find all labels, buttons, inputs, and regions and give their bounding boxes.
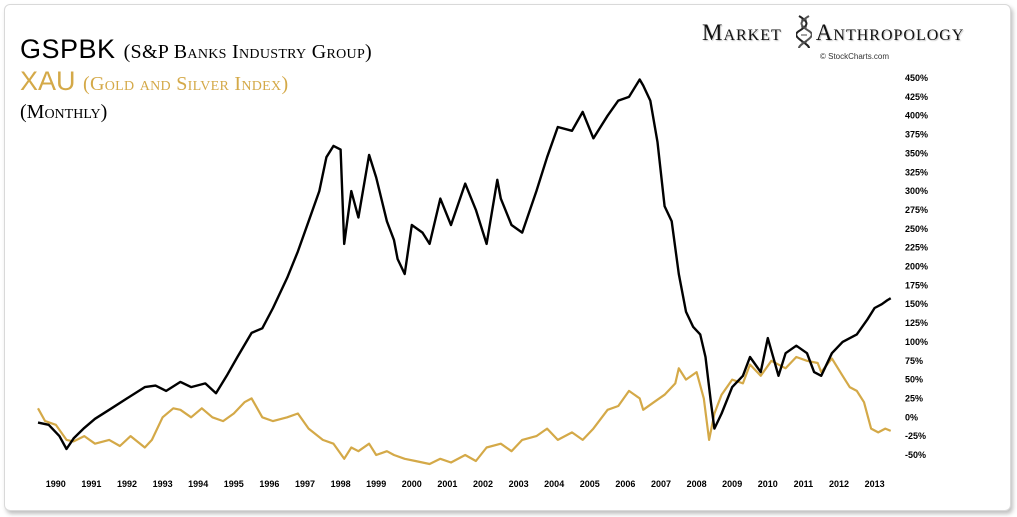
y-tick-label: 75% <box>905 356 923 366</box>
x-tick-label: 2001 <box>437 479 457 489</box>
y-tick-label: 275% <box>905 205 928 215</box>
x-tick-label: 2002 <box>473 479 493 489</box>
y-tick-label: 125% <box>905 318 928 328</box>
x-tick-label: 1991 <box>81 479 101 489</box>
x-tick-label: 1990 <box>46 479 66 489</box>
xau-title: XAU (Gold and Silver Index) <box>20 66 288 97</box>
x-tick-label: 1992 <box>117 479 137 489</box>
y-tick-label: 425% <box>905 92 928 102</box>
y-tick-label: 175% <box>905 280 928 290</box>
y-tick-label: 50% <box>905 375 923 385</box>
x-tick-label: 2003 <box>509 479 529 489</box>
y-tick-label: 0% <box>905 412 918 422</box>
x-tick-label: 1995 <box>224 479 244 489</box>
x-tick-label: 2009 <box>722 479 742 489</box>
x-tick-label: 1996 <box>259 479 279 489</box>
series-line-xau <box>37 355 892 466</box>
y-tick-label: 350% <box>905 148 928 158</box>
chart-frame <box>4 4 1011 511</box>
x-tick-label: 2013 <box>865 479 885 489</box>
gspbk-title-sub: (S&P Banks Industry Group) <box>123 41 372 63</box>
x-tick-label: 2006 <box>615 479 635 489</box>
xau-title-sub: (Gold and Silver Index) <box>83 73 289 95</box>
x-tick-label: 1998 <box>331 479 351 489</box>
gspbk-title-main: GSPBK <box>20 34 116 64</box>
dna-helix-icon <box>796 15 812 49</box>
brand-word-anthropology: Anthropology <box>815 20 965 45</box>
x-tick-label: 2004 <box>544 479 564 489</box>
x-tick-label: 1999 <box>366 479 386 489</box>
x-tick-label: 2011 <box>794 479 814 489</box>
y-tick-label: 25% <box>905 393 923 403</box>
x-tick-label: 2010 <box>758 479 778 489</box>
source-credit: © StockCharts.com <box>820 52 890 61</box>
y-tick-label: 300% <box>905 186 928 196</box>
x-tick-label: 2012 <box>829 479 849 489</box>
x-tick-label: 1993 <box>153 479 173 489</box>
x-tick-label: 1997 <box>295 479 315 489</box>
y-tick-label: 200% <box>905 262 928 272</box>
x-tick-label: 2008 <box>687 479 707 489</box>
y-tick-label: 150% <box>905 299 928 309</box>
gspbk-title: GSPBK (S&P Banks Industry Group) <box>20 34 372 65</box>
brand-word-market: Market <box>702 20 782 45</box>
brand-logo: Market Anthropology <box>702 20 964 46</box>
x-tick-label: 1994 <box>188 479 208 489</box>
y-tick-label: 325% <box>905 167 928 177</box>
y-tick-label: 400% <box>905 111 928 121</box>
y-tick-label: -50% <box>905 450 926 460</box>
x-tick-label: 2000 <box>402 479 422 489</box>
xau-title-main: XAU <box>20 66 76 96</box>
y-tick-label: 375% <box>905 130 928 140</box>
y-tick-label: 250% <box>905 224 928 234</box>
y-tick-label: 450% <box>905 73 928 83</box>
y-tick-label: -25% <box>905 431 926 441</box>
x-tick-label: 2005 <box>580 479 600 489</box>
x-tick-label: 2007 <box>651 479 671 489</box>
frequency-label: (Monthly) <box>20 101 108 123</box>
y-tick-label: 225% <box>905 243 928 253</box>
series-line-gspbk <box>37 78 892 451</box>
y-tick-label: 100% <box>905 337 928 347</box>
